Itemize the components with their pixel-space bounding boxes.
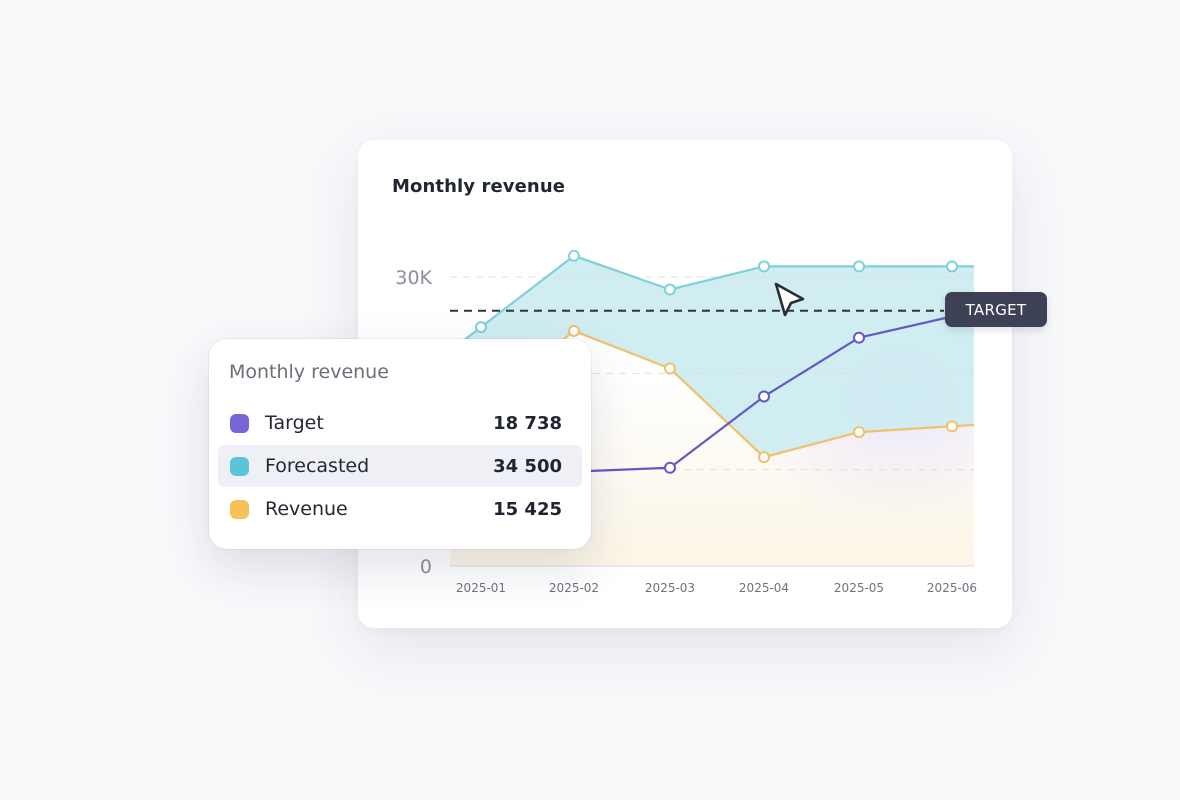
revenue-data-point [568,324,580,337]
tooltip-title: Monthly revenue [229,361,389,383]
revenue-data-point [664,362,676,375]
revenue-data-point [758,451,770,464]
target-line-label: TARGET [945,292,1047,327]
forecasted-data-point [853,260,865,273]
x-tick-label: 2025-05 [834,581,884,595]
forecasted-series-line [450,254,974,353]
revenue-data-point [853,426,865,439]
x-tick-label: 2025-04 [739,581,789,595]
x-tick-label: 2025-03 [645,581,695,595]
tooltip-row-value: 34 500 [493,455,562,477]
tooltip-row-value: 18 738 [493,412,562,434]
tooltip-row-target[interactable]: Target 18 738 [218,402,582,444]
forecasted-area [450,255,974,458]
x-tick-label: 2025-01 [456,581,506,595]
tooltip-row-revenue[interactable]: Revenue 15 425 [218,488,582,530]
x-tick-label: 2025-06 [927,581,977,595]
target-data-point [664,461,676,474]
forecasted-data-point [568,249,580,262]
tooltip-card: Monthly revenue Target 18 738 Forecasted… [209,339,591,549]
tooltip-row-forecasted[interactable]: Forecasted 34 500 [218,445,582,487]
mouse-pointer-icon [774,282,805,317]
x-tick-label: 2025-02 [549,581,599,595]
y-tick-label: 0 [420,556,432,578]
forecasted-data-point [946,260,958,273]
forecasted-data-point [758,260,770,273]
forecasted-data-point [475,321,487,334]
tooltip-row-label: Revenue [265,498,348,520]
chart-title: Monthly revenue [392,176,566,197]
target-series-swatch [230,413,249,433]
forecasted-series-swatch [230,456,249,476]
revenue-data-point [946,420,958,433]
target-data-point [853,331,865,344]
forecasted-data-point [664,283,676,296]
revenue-series-swatch [230,499,249,519]
tooltip-row-label: Forecasted [265,455,370,477]
target-data-point [758,390,770,403]
y-tick-label: 30K [395,267,432,289]
tooltip-row-label: Target [265,412,324,434]
tooltip-row-value: 15 425 [493,498,562,520]
